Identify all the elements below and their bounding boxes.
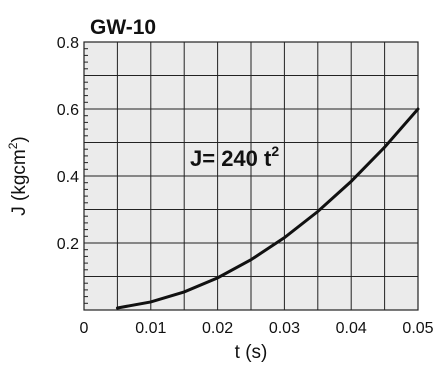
y-tick-label: 0.4 — [57, 169, 79, 186]
chart-title: GW-10 — [90, 16, 156, 39]
tick-labels: 0 0.01 0.02 0.03 0.04 0.05 0.2 0.4 0.6 0.8 — [57, 35, 434, 337]
y-tick-label: 0.6 — [57, 102, 79, 119]
x-tick-label: 0.04 — [336, 320, 367, 337]
series-line — [115, 107, 420, 310]
y-minor-ticks — [84, 48, 91, 304]
y-tick-label: 0.8 — [57, 35, 79, 52]
y-axis-label: J (kgcm2) — [6, 136, 30, 216]
x-tick-label: 0 — [80, 320, 89, 337]
x-tick-label: 0.05 — [402, 320, 433, 337]
x-tick-label: 0.02 — [202, 320, 233, 337]
x-tick-label: 0.03 — [269, 320, 300, 337]
x-tick-label: 0.01 — [135, 320, 166, 337]
y-tick-label: 0.2 — [57, 236, 79, 253]
plot-frame — [83, 41, 419, 311]
x-axis-label: t (s) — [235, 342, 268, 363]
formula-annotation: J= 240 t2 — [190, 143, 279, 171]
grid — [84, 42, 418, 310]
